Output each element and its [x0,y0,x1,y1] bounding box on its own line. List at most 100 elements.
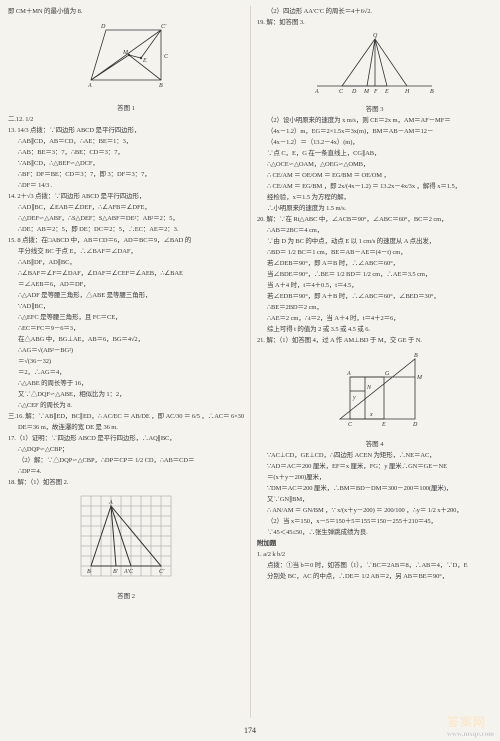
watermark-text: 答案网 [447,715,486,729]
q13-line: ∴BF：DF＝BE：CD＝3：7，即 3：DF＝3：7， [8,169,244,180]
q21b-line: ＝(x＋y－200)厘米， [257,472,492,483]
label-B: B [159,83,163,89]
label: C [348,422,353,428]
q15-line: ∴AB∥DF，AD∥BC， [8,257,244,268]
append2-line: 点拨：①当 b＝0 时，如答图（1），∵BC＝2AB＝8，∴AB＝4，∵D，E [257,560,492,571]
figure-2: A B B′ A′ C C′ [8,491,244,586]
q20-line: 若∠DEB＝90°，即 A＝B 时，∴∠ABC＝60°， [257,258,492,269]
figure-4-caption: 答图 4 [257,438,492,448]
label: Q [373,33,378,39]
q19b-line: （2）设小明原来的速度为 x m/s，则 CE＝2x m，AM＝AF－MF＝ [257,115,492,126]
q13-line: ∴DF＝ 14/3 . [8,180,244,191]
label: E [381,422,386,428]
label: C [339,89,344,95]
q13-line: ∴AB∥CD，AB＝CD，∴AE：BE＝1：3， [8,136,244,147]
q21-line: 21. 解：（1）如答图 4，过 A 作 AM⊥BD 于 M，交 GE 于 N. [257,335,492,346]
watermark: 答案网 www.mxqe.com [447,713,494,738]
q20-line: ∴BD＝ 1/2 BC＝1 cm，BE＝AB－AE＝(4－t) cm， [257,247,492,258]
q19b-line: ∴小明原来的速度为 1.5 m/s. [257,203,492,214]
q18-line: 18. 解：（1）如答图 2. [8,477,244,488]
label: B [430,89,434,95]
q14-line: ∴DE：AB＝2：5，即 DE：DC＝2：5，∴EC：AE＝2：3. [8,224,244,235]
figure-1-caption: 答图 1 [8,102,244,112]
label: M [416,375,423,381]
q19b-line: ∴△OCE∽△OAM，△OEG∽△OMB， [257,159,492,170]
label: M [363,89,370,95]
label: G [385,371,390,377]
label: H [404,89,410,95]
q15-line: 15. 8 点拨：在□ABCD 中，AB＝CD＝6，AD＝BC＝9，∠BAD 的 [8,235,244,246]
label-Cp: C′ [161,24,167,30]
q15-line: ＝√(36－32) [8,356,244,367]
q20-line: ∴AB＝2BC＝4 cm， [257,225,492,236]
q21b-line: ∵DM＝AC＝200 厘米，∴BM＝BD－DM＝300－200＝100(厘米)， [257,483,492,494]
q15-line: 平分线交 BC 于点 E，∴∠BAF＝∠DAF， [8,246,244,257]
label-C: C [164,54,169,60]
q13-line: ∵AB∥CD，∴△BEF∽△DCF， [8,158,244,169]
q14-line: ∴AD∥BC，∠EAB＝∠DEF，∴∠AFB＝∠DFE， [8,202,244,213]
append1: 1. a/2 k b/2 [257,549,492,560]
label: x [369,412,373,418]
q21b-line: ∵45＜45≤50，∴张生弹跳成绩为良. [257,527,492,538]
appendix-heading: 附加题 [257,538,492,549]
q15-line: ∴∠BAF＝∠F＝∠DAF，∠DAF＝∠CEF＝∠AEB，∴∠BAE [8,268,244,279]
q20-line: 若∠EDB＝90°，即 A＋B 时，∴∠ABC＝60°，∠BED＝30°， [257,291,492,302]
label: B′ [113,569,119,575]
q19b-line: 经检验，x＝1.5 为方程的解， [257,192,492,203]
q15-line: ＝2，∴AG＝4， [8,367,244,378]
q17-line: ∴DP＝4. [8,466,244,477]
q15-line: ∵AD∥BC， [8,301,244,312]
label: D [351,89,357,95]
q21b-line: ∵AC⊥CD，GE⊥CD，∴四边形 ACEN 为矩形，∴NE＝AC， [257,450,492,461]
text-line: （2）四边形 AA′C′C 的周长＝4＋6√2. [257,6,492,17]
q15-line: ∴△ADF 是等腰三角形，△ABE 是等腰三角形， [8,290,244,301]
label-M: M [122,50,129,56]
q20-line: 20. 解：∵在 Rt△ABC 中，∠ACB＝90°，∠ABC＝60°，BC＝2… [257,214,492,225]
q19b-line: ∴ CE/AM ＝ OE/OM ＝ EG/BM ＝ OE/OM ， [257,170,492,181]
q15-line: ∴△CEF 的周长为 8. [8,400,244,411]
q21b-line: （2）当 x＝150，x－5＝150＋5＝155＝150－255＋210＝45， [257,516,492,527]
q15-line: ∴AG＝√(AB²－BG²) [8,345,244,356]
q15-line: ＝∠AEB＝6，AD＝DF， [8,279,244,290]
q15-line: ∴△ABE 的周长等于 16， [8,378,244,389]
q21b-line: ∵AD＝AC＝200 厘米，EF＝x 厘米，FG：y 厘米∴GN＝GE－NE [257,461,492,472]
q20-line: 综上可得 t 的值为 2 或 3.5 或 4.5 或 6. [257,324,492,335]
q21b-line: 又∵GN∥BM， [257,494,492,505]
watermark-sub: www.mxqe.com [447,730,494,738]
q12: 二.12. 1/2 [8,114,244,125]
figure-4: A B C E D G M N y x [257,349,492,434]
label: C′ [159,569,165,575]
q15-line: ∴EC＝FC＝9－6＝3， [8,323,244,334]
q19b-line: ∵点 C，E，G 在一条直线上，CG∥AB， [257,148,492,159]
label: B [414,353,418,359]
label-E: E [142,58,147,64]
q19b-line: （4x－1.2）m，EG＝2×1.5x＝3x(m)，BM＝AB－AM＝12－ [257,126,492,137]
q20-line: ∴BE＝2BD＝2 cm， [257,302,492,313]
label: A [314,89,319,95]
label: A [108,500,113,506]
q17-line: （2）解：∵△DQP∽△CBP，∴DP＝CP＝ 1/2 CD，∴AB＝CD＝ [8,455,244,466]
label: A [346,371,351,377]
label-D: D [100,24,106,30]
append2-line: 分别处 BC，AC 的中点，∴DE＝ 1/2 AB＝2，另 AB＝BE＝90°， [257,571,492,582]
label: N [366,385,372,391]
q13-line: ∴AB：BE＝3：7，∴BE：CD＝3：7， [8,147,244,158]
q20-line: 当∠BDE＝90°，∴BE＝ 1/2 BD＝ 1/2 cm，∴AE＝3.5 cm… [257,269,492,280]
label: C [129,569,134,575]
label-A: A [87,83,92,89]
label: y [352,395,356,401]
text-line: 即 CM＋MN 的最小值为 8. [8,6,244,17]
q20-line: ∴AE＝2 cm，∴t＝2，当 A＋4 时，t＝4＋2＝6， [257,313,492,324]
q16-line: DE＝36 m，故连瀑的宽 DE 是 36 m. [8,422,244,433]
label: D [412,422,418,428]
label: B [87,569,91,575]
label: F [373,89,378,95]
q15-line: 又∵△DQF∽△ABE，相似比为 1：2， [8,389,244,400]
q20-line: ∵由 D 为 BC 的中点，动点 E 以 1 cm/s 的速度从 A 点出发， [257,236,492,247]
q19-line: 19. 解：如答图 3. [257,17,492,28]
q16-line: 三.16. 解：∵AB∥ED，BC∥ED，∴ AC/EC ＝ AB/DE ，即 … [8,411,244,422]
q15-line: ∴△EFC 是等腰三角形，且 FC＝CE， [8,312,244,323]
q13-line: 13. 14/3 点拨：∵四边形 ABCD 是平行四边形， [8,125,244,136]
figure-3: A B C D M F E H Q [257,31,492,99]
q19b-line: （4x－1.2）＝（13.2－4x）(m)， [257,137,492,148]
